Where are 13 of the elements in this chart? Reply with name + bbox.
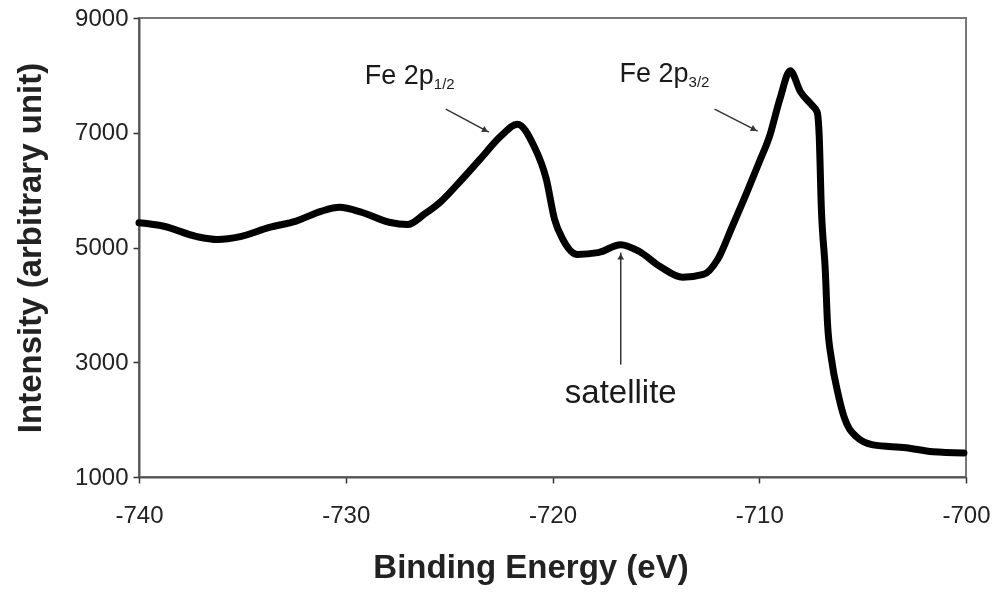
y-tick-label: 7000 xyxy=(75,118,129,146)
annotation: satellite xyxy=(564,372,677,410)
y-axis-title: Intensity (arbitrary unit) xyxy=(11,62,49,434)
y-tick-label: 5000 xyxy=(75,233,129,260)
x-tick-label: -700 xyxy=(942,500,991,528)
x-tick-label: -730 xyxy=(322,500,371,528)
y-tick-label: 9000 xyxy=(75,3,129,31)
x-tick-label: -740 xyxy=(115,500,164,528)
y-tick-label: 3000 xyxy=(75,347,129,375)
y-tick-label: 1000 xyxy=(75,462,129,490)
x-axis-title: Binding Energy (eV) xyxy=(373,547,689,585)
x-tick-label: -710 xyxy=(735,500,784,528)
x-tick-label: -720 xyxy=(528,500,578,528)
